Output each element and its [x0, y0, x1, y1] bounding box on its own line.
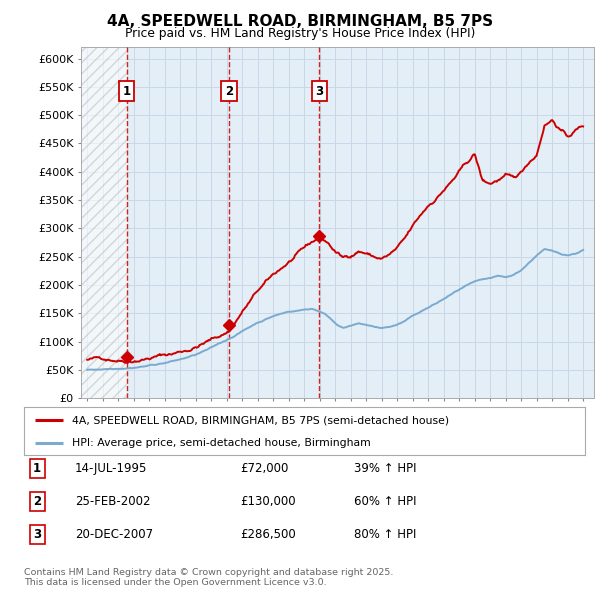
Text: 4A, SPEEDWELL ROAD, BIRMINGHAM, B5 7PS (semi-detached house): 4A, SPEEDWELL ROAD, BIRMINGHAM, B5 7PS (… [71, 415, 449, 425]
Text: Price paid vs. HM Land Registry's House Price Index (HPI): Price paid vs. HM Land Registry's House … [125, 27, 475, 40]
Text: 2: 2 [33, 495, 41, 508]
Text: 3: 3 [33, 528, 41, 541]
Bar [81, 47, 127, 398]
Text: Contains HM Land Registry data © Crown copyright and database right 2025.
This d: Contains HM Land Registry data © Crown c… [24, 568, 394, 587]
Text: 25-FEB-2002: 25-FEB-2002 [75, 495, 151, 508]
Text: 2: 2 [225, 84, 233, 97]
Text: 4A, SPEEDWELL ROAD, BIRMINGHAM, B5 7PS: 4A, SPEEDWELL ROAD, BIRMINGHAM, B5 7PS [107, 14, 493, 29]
Text: 60% ↑ HPI: 60% ↑ HPI [354, 495, 416, 508]
Text: 1: 1 [33, 462, 41, 475]
Text: 3: 3 [315, 84, 323, 97]
Text: £286,500: £286,500 [240, 528, 296, 541]
Text: £72,000: £72,000 [240, 462, 289, 475]
Text: HPI: Average price, semi-detached house, Birmingham: HPI: Average price, semi-detached house,… [71, 438, 370, 448]
Text: 80% ↑ HPI: 80% ↑ HPI [354, 528, 416, 541]
Text: 1: 1 [122, 84, 131, 97]
Text: £130,000: £130,000 [240, 495, 296, 508]
Text: 20-DEC-2007: 20-DEC-2007 [75, 528, 153, 541]
Text: 39% ↑ HPI: 39% ↑ HPI [354, 462, 416, 475]
Text: 14-JUL-1995: 14-JUL-1995 [75, 462, 148, 475]
